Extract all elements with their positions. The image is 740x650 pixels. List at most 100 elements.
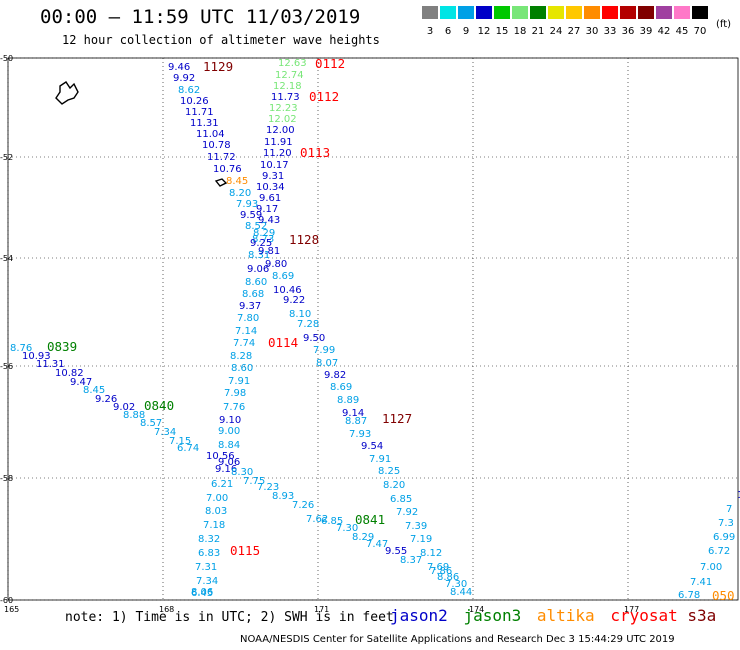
colorbar-swatch: [602, 6, 618, 19]
wave-reading: 7.23: [257, 482, 279, 493]
wave-reading: 9.61: [259, 193, 281, 204]
wave-reading: 7.41: [690, 577, 712, 588]
wave-reading: 12.23: [269, 103, 298, 114]
wave-reading: 7.93: [349, 429, 371, 440]
wave-reading: 7.92: [396, 507, 418, 518]
satellite-legend: jason2 jason3 altika cryosat s3a: [390, 606, 716, 625]
wave-reading: 9.02: [113, 402, 135, 413]
wave-reading: 9.37: [239, 301, 261, 312]
wave-reading: 7.75: [243, 476, 265, 487]
colorbar-swatch: [494, 6, 510, 19]
wave-reading: 8.32: [198, 534, 220, 545]
wave-reading: 9.55: [385, 546, 407, 557]
lat-label: -60: [0, 596, 13, 605]
wave-reading: 10.26: [180, 96, 209, 107]
wave-reading: 8.44: [450, 587, 472, 598]
legend-jason3: jason3: [463, 606, 522, 625]
pass-time-label: 050: [712, 588, 735, 603]
wave-reading: 9.10: [219, 415, 241, 426]
wave-reading: 8.29: [352, 532, 374, 543]
wave-reading: 9.46: [168, 62, 190, 73]
colorbar-swatch: [458, 6, 474, 19]
wave-reading: 7.74: [233, 338, 255, 349]
colorbar-swatch: [656, 6, 672, 19]
lon-label: 174: [469, 605, 484, 614]
wave-reading: 8.45: [226, 176, 248, 187]
wave-reading: 6.78: [678, 590, 700, 601]
wave-reading: 8.25: [378, 466, 400, 477]
wave-reading: 8.28: [230, 351, 252, 362]
wave-reading: 7.93: [236, 199, 258, 210]
wave-reading: 11.91: [264, 137, 293, 148]
wave-reading: 10.46: [273, 285, 302, 296]
lat-label: -54: [0, 254, 13, 263]
page-subtitle: 12 hour collection of altimeter wave hei…: [62, 33, 380, 47]
wave-reading: 7.30: [336, 523, 358, 534]
colorbar-swatch: [584, 6, 600, 19]
pass-time-label: 0114: [268, 335, 298, 350]
colorbar-label: 9: [462, 26, 470, 37]
colorbar-label: 45: [675, 26, 689, 37]
wave-height-readings: 9.469.928.6210.2611.7111.3111.0410.7811.…: [10, 58, 740, 601]
wave-reading: 9.00: [218, 426, 240, 437]
lon-label: 171: [314, 605, 329, 614]
wave-reading: 12.74: [275, 70, 304, 81]
wave-reading: 7.30: [445, 579, 467, 590]
wave-reading: 9.47: [70, 377, 92, 388]
wave-reading: 8.31: [248, 250, 270, 261]
colorbar-swatch: [440, 6, 456, 19]
pass-time-label: 0112: [315, 56, 345, 71]
wave-reading: 8.60: [245, 277, 267, 288]
colorbar-label: 21: [531, 26, 545, 37]
legend-s3a: s3a: [687, 606, 717, 625]
wave-reading: 11.72: [207, 152, 236, 163]
wave-reading: 8.57: [140, 418, 162, 429]
wave-reading: 10.76: [213, 164, 242, 175]
wave-reading: 9.25: [250, 238, 272, 249]
wave-reading: 7.3: [718, 518, 734, 529]
colorbar-swatch: [692, 6, 708, 19]
wave-reading: 8.07: [316, 358, 338, 369]
wave-reading: 8.12: [420, 548, 442, 559]
wave-reading: 11.71: [185, 107, 214, 118]
wave-reading: 7.14: [235, 326, 257, 337]
wave-reading: 9.82: [324, 370, 346, 381]
colorbar-swatch: [620, 6, 636, 19]
wave-reading: 10.17: [260, 160, 289, 171]
pass-time-label: 0113: [300, 145, 330, 160]
wave-reading: 9.17: [256, 204, 278, 215]
wave-reading: 8.06: [191, 587, 213, 598]
wave-reading: 9.22: [283, 295, 305, 306]
pass-time-label: 0840: [144, 398, 174, 413]
map-gridlines: [7, 57, 738, 601]
lon-label: 177: [624, 605, 639, 614]
wave-reading: 7.00: [206, 493, 228, 504]
colorbar-label: 70: [693, 26, 707, 37]
wave-reading: 12.18: [273, 81, 302, 92]
colorbar-label: 27: [567, 26, 581, 37]
wave-reading: 10.93: [22, 351, 51, 362]
wave-reading: 11.04: [196, 129, 225, 140]
wave-reading: 7.98: [224, 388, 246, 399]
colorbar-label: 6: [444, 26, 452, 37]
wave-reading: 8.68: [242, 289, 264, 300]
wave-reading: 7: [726, 504, 732, 515]
lon-label: 165: [4, 605, 19, 614]
wave-reading: 6.45: [191, 588, 213, 599]
wave-reading: 8.69: [330, 382, 352, 393]
wave-reading: 8.73: [252, 234, 274, 245]
wave-reading: 6.85: [321, 516, 343, 527]
wave-reading: 11.00: [737, 490, 740, 501]
pass-time-label: 0839: [47, 339, 77, 354]
colorbar-label: 15: [495, 26, 509, 37]
wave-reading: 7.00: [700, 562, 722, 573]
wave-reading: 7.62: [306, 514, 328, 525]
wave-reading: 8.88: [123, 410, 145, 421]
wave-reading: 8.89: [337, 395, 359, 406]
colorbar-swatch: [566, 6, 582, 19]
wave-reading: 7.47: [366, 539, 388, 550]
colorbar-label: 3: [426, 26, 434, 37]
wave-reading: 10.34: [256, 182, 285, 193]
colorbar-swatch: [530, 6, 546, 19]
